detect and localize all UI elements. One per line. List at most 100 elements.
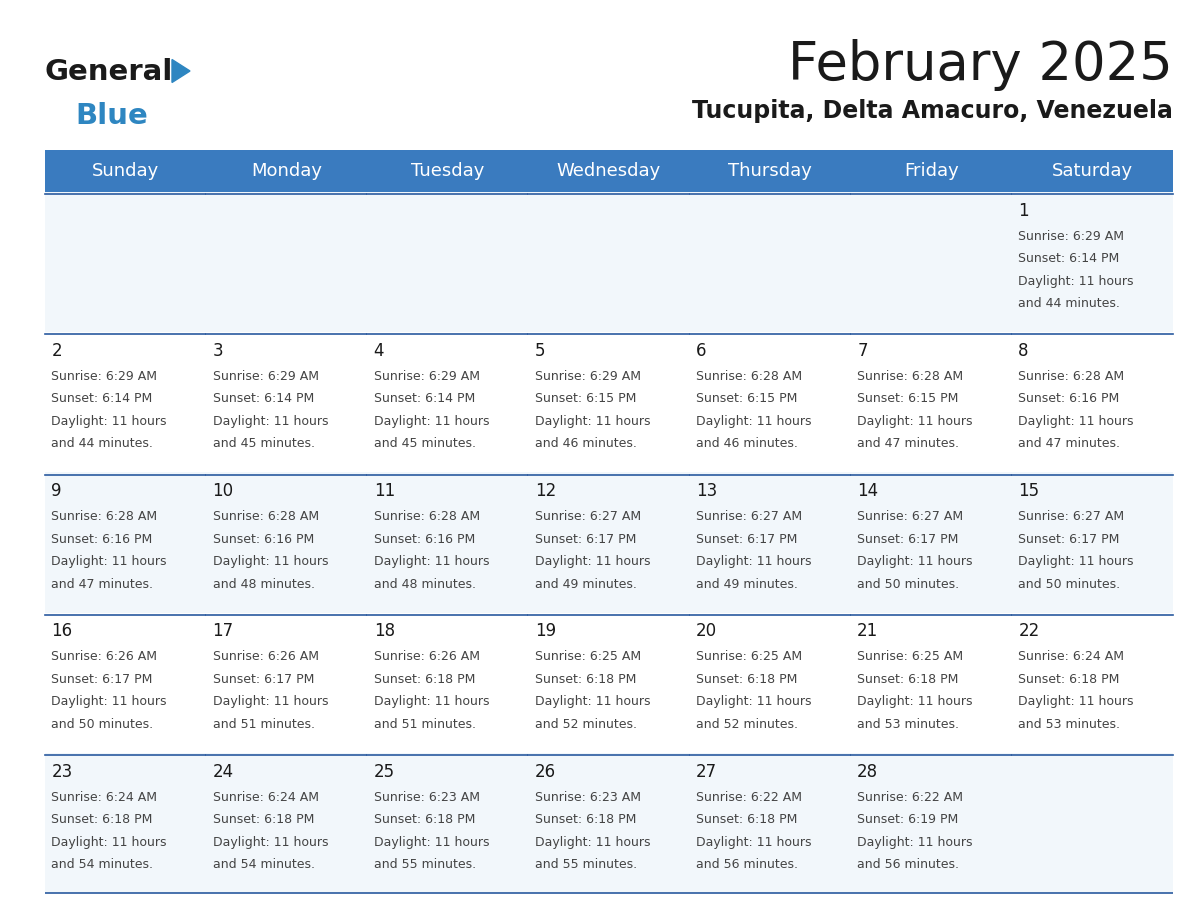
Text: Friday: Friday <box>904 162 959 180</box>
Text: Sunrise: 6:23 AM: Sunrise: 6:23 AM <box>535 790 640 803</box>
Text: Saturday: Saturday <box>1051 162 1133 180</box>
Text: Sunrise: 6:26 AM: Sunrise: 6:26 AM <box>374 651 480 664</box>
Text: Daylight: 11 hours: Daylight: 11 hours <box>213 415 328 428</box>
Text: and 47 minutes.: and 47 minutes. <box>51 577 153 590</box>
Text: Sunrise: 6:29 AM: Sunrise: 6:29 AM <box>51 370 158 383</box>
Text: 3: 3 <box>213 342 223 360</box>
Text: and 52 minutes.: and 52 minutes. <box>535 718 637 731</box>
Text: Daylight: 11 hours: Daylight: 11 hours <box>51 835 168 848</box>
Text: Sunset: 6:15 PM: Sunset: 6:15 PM <box>535 393 637 406</box>
Text: Sunset: 6:18 PM: Sunset: 6:18 PM <box>374 673 475 686</box>
Text: Sunrise: 6:29 AM: Sunrise: 6:29 AM <box>213 370 318 383</box>
Text: Sunrise: 6:27 AM: Sunrise: 6:27 AM <box>535 510 642 523</box>
Text: and 55 minutes.: and 55 minutes. <box>374 858 476 871</box>
Text: Blue: Blue <box>75 102 147 130</box>
Text: and 49 minutes.: and 49 minutes. <box>535 577 637 590</box>
Text: Sunset: 6:17 PM: Sunset: 6:17 PM <box>51 673 153 686</box>
Text: and 56 minutes.: and 56 minutes. <box>858 858 959 871</box>
Text: Sunrise: 6:28 AM: Sunrise: 6:28 AM <box>696 370 802 383</box>
Text: 12: 12 <box>535 482 556 500</box>
Text: Sunrise: 6:27 AM: Sunrise: 6:27 AM <box>858 510 963 523</box>
Text: Sunrise: 6:27 AM: Sunrise: 6:27 AM <box>696 510 802 523</box>
Text: Sunset: 6:14 PM: Sunset: 6:14 PM <box>51 393 153 406</box>
Text: 7: 7 <box>858 342 867 360</box>
Text: General: General <box>45 58 173 86</box>
Text: and 47 minutes.: and 47 minutes. <box>1018 437 1120 451</box>
Text: Sunrise: 6:22 AM: Sunrise: 6:22 AM <box>696 790 802 803</box>
Text: Sunset: 6:19 PM: Sunset: 6:19 PM <box>858 813 959 826</box>
Text: 1: 1 <box>1018 202 1029 219</box>
Text: Sunset: 6:18 PM: Sunset: 6:18 PM <box>696 673 797 686</box>
Text: 16: 16 <box>51 622 72 641</box>
Text: 11: 11 <box>374 482 394 500</box>
Text: Sunset: 6:18 PM: Sunset: 6:18 PM <box>535 813 637 826</box>
Text: 23: 23 <box>51 763 72 780</box>
Text: 22: 22 <box>1018 622 1040 641</box>
Text: Daylight: 11 hours: Daylight: 11 hours <box>213 555 328 568</box>
Text: 2: 2 <box>51 342 62 360</box>
Text: Sunset: 6:18 PM: Sunset: 6:18 PM <box>696 813 797 826</box>
Text: Sunset: 6:17 PM: Sunset: 6:17 PM <box>535 532 637 545</box>
Text: Daylight: 11 hours: Daylight: 11 hours <box>1018 695 1133 709</box>
Text: Sunrise: 6:27 AM: Sunrise: 6:27 AM <box>1018 510 1124 523</box>
Text: Sunset: 6:18 PM: Sunset: 6:18 PM <box>51 813 153 826</box>
Text: Daylight: 11 hours: Daylight: 11 hours <box>51 415 168 428</box>
Text: Sunrise: 6:23 AM: Sunrise: 6:23 AM <box>374 790 480 803</box>
Text: 27: 27 <box>696 763 718 780</box>
Text: Sunset: 6:17 PM: Sunset: 6:17 PM <box>858 532 959 545</box>
Polygon shape <box>172 60 190 83</box>
Text: and 56 minutes.: and 56 minutes. <box>696 858 798 871</box>
Text: Sunset: 6:16 PM: Sunset: 6:16 PM <box>51 532 153 545</box>
Text: Sunrise: 6:25 AM: Sunrise: 6:25 AM <box>535 651 642 664</box>
Text: Sunset: 6:17 PM: Sunset: 6:17 PM <box>213 673 314 686</box>
Text: Sunday: Sunday <box>91 162 159 180</box>
Text: Daylight: 11 hours: Daylight: 11 hours <box>374 415 489 428</box>
Text: and 55 minutes.: and 55 minutes. <box>535 858 637 871</box>
Text: 8: 8 <box>1018 342 1029 360</box>
Text: and 51 minutes.: and 51 minutes. <box>213 718 315 731</box>
Text: Daylight: 11 hours: Daylight: 11 hours <box>858 695 973 709</box>
Text: Sunset: 6:16 PM: Sunset: 6:16 PM <box>213 532 314 545</box>
Text: Sunrise: 6:28 AM: Sunrise: 6:28 AM <box>374 510 480 523</box>
Text: and 45 minutes.: and 45 minutes. <box>374 437 475 451</box>
Text: 14: 14 <box>858 482 878 500</box>
Text: Sunrise: 6:24 AM: Sunrise: 6:24 AM <box>1018 651 1124 664</box>
Text: Sunrise: 6:29 AM: Sunrise: 6:29 AM <box>1018 230 1124 243</box>
Text: Wednesday: Wednesday <box>557 162 662 180</box>
Text: Daylight: 11 hours: Daylight: 11 hours <box>696 415 811 428</box>
Text: Sunset: 6:15 PM: Sunset: 6:15 PM <box>696 393 797 406</box>
Text: 19: 19 <box>535 622 556 641</box>
Text: 18: 18 <box>374 622 394 641</box>
Text: Sunrise: 6:28 AM: Sunrise: 6:28 AM <box>1018 370 1124 383</box>
Text: and 51 minutes.: and 51 minutes. <box>374 718 475 731</box>
Text: 6: 6 <box>696 342 707 360</box>
Text: 17: 17 <box>213 622 234 641</box>
Text: and 44 minutes.: and 44 minutes. <box>1018 297 1120 310</box>
Text: 5: 5 <box>535 342 545 360</box>
Text: Daylight: 11 hours: Daylight: 11 hours <box>858 835 973 848</box>
Text: Daylight: 11 hours: Daylight: 11 hours <box>535 555 650 568</box>
Text: Thursday: Thursday <box>728 162 813 180</box>
Text: 13: 13 <box>696 482 718 500</box>
Text: Sunrise: 6:28 AM: Sunrise: 6:28 AM <box>51 510 158 523</box>
Text: February 2025: February 2025 <box>789 39 1173 91</box>
Text: 21: 21 <box>858 622 878 641</box>
Text: Daylight: 11 hours: Daylight: 11 hours <box>696 555 811 568</box>
Text: 20: 20 <box>696 622 718 641</box>
Text: Daylight: 11 hours: Daylight: 11 hours <box>213 695 328 709</box>
Text: Daylight: 11 hours: Daylight: 11 hours <box>535 835 650 848</box>
Text: and 46 minutes.: and 46 minutes. <box>535 437 637 451</box>
Text: Sunrise: 6:29 AM: Sunrise: 6:29 AM <box>535 370 640 383</box>
Text: Daylight: 11 hours: Daylight: 11 hours <box>858 555 973 568</box>
Text: Sunrise: 6:24 AM: Sunrise: 6:24 AM <box>51 790 158 803</box>
Text: Tucupita, Delta Amacuro, Venezuela: Tucupita, Delta Amacuro, Venezuela <box>693 99 1173 123</box>
Text: and 54 minutes.: and 54 minutes. <box>213 858 315 871</box>
Text: Monday: Monday <box>251 162 322 180</box>
Text: Daylight: 11 hours: Daylight: 11 hours <box>858 415 973 428</box>
Text: Sunrise: 6:22 AM: Sunrise: 6:22 AM <box>858 790 963 803</box>
Text: Sunrise: 6:24 AM: Sunrise: 6:24 AM <box>213 790 318 803</box>
Text: Sunrise: 6:28 AM: Sunrise: 6:28 AM <box>858 370 963 383</box>
Text: Sunset: 6:14 PM: Sunset: 6:14 PM <box>213 393 314 406</box>
Text: Sunset: 6:16 PM: Sunset: 6:16 PM <box>1018 393 1119 406</box>
Text: Daylight: 11 hours: Daylight: 11 hours <box>696 695 811 709</box>
